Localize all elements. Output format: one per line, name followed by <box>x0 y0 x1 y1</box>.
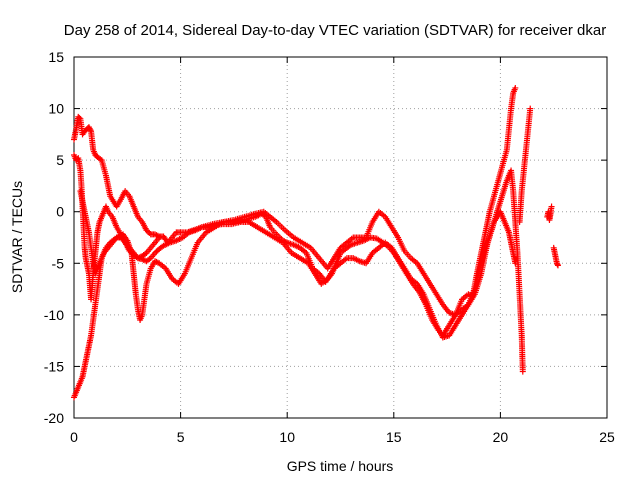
data-point <box>153 248 160 255</box>
series-arc-4 <box>77 188 163 277</box>
data-point <box>156 234 163 241</box>
grid-lines <box>74 57 607 418</box>
y-tick-label: 0 <box>56 204 64 220</box>
x-tick-label: 0 <box>70 429 78 445</box>
data-points <box>71 84 561 401</box>
series-arc-6 <box>544 203 555 223</box>
y-tick-label: 15 <box>48 49 64 65</box>
data-point <box>512 260 519 267</box>
x-tick-label: 5 <box>177 429 185 445</box>
data-point <box>527 105 534 112</box>
x-tick-label: 10 <box>279 429 295 445</box>
y-tick-label: 10 <box>48 101 64 117</box>
chart-title: Day 258 of 2014, Sidereal Day-to-day VTE… <box>64 22 606 39</box>
data-point <box>76 114 83 121</box>
y-tick-label: -10 <box>44 307 64 323</box>
x-tick-label: 25 <box>599 429 615 445</box>
y-tick-label: -5 <box>52 255 65 271</box>
x-axis-label: GPS time / hours <box>287 458 394 474</box>
data-point <box>548 203 555 210</box>
y-axis-label: SDTVAR / TECUs <box>9 181 25 293</box>
x-tick-label: 15 <box>386 429 402 445</box>
x-tick-label: 20 <box>493 429 509 445</box>
data-point <box>554 262 561 269</box>
data-point <box>87 126 94 133</box>
data-point <box>146 230 153 237</box>
axis-ticks: 0 5 10 15 20 25 -20 -15 -10 -5 0 5 10 15 <box>44 49 615 445</box>
y-tick-label: 5 <box>56 152 64 168</box>
data-point <box>519 368 526 375</box>
data-point <box>512 84 519 91</box>
plot-frame <box>73 56 608 419</box>
series-arc-5 <box>516 105 534 226</box>
series-arc-7 <box>550 244 561 269</box>
y-tick-label: -15 <box>44 358 64 374</box>
series-arc-3 <box>71 208 519 401</box>
y-tick-label: -20 <box>44 410 64 426</box>
